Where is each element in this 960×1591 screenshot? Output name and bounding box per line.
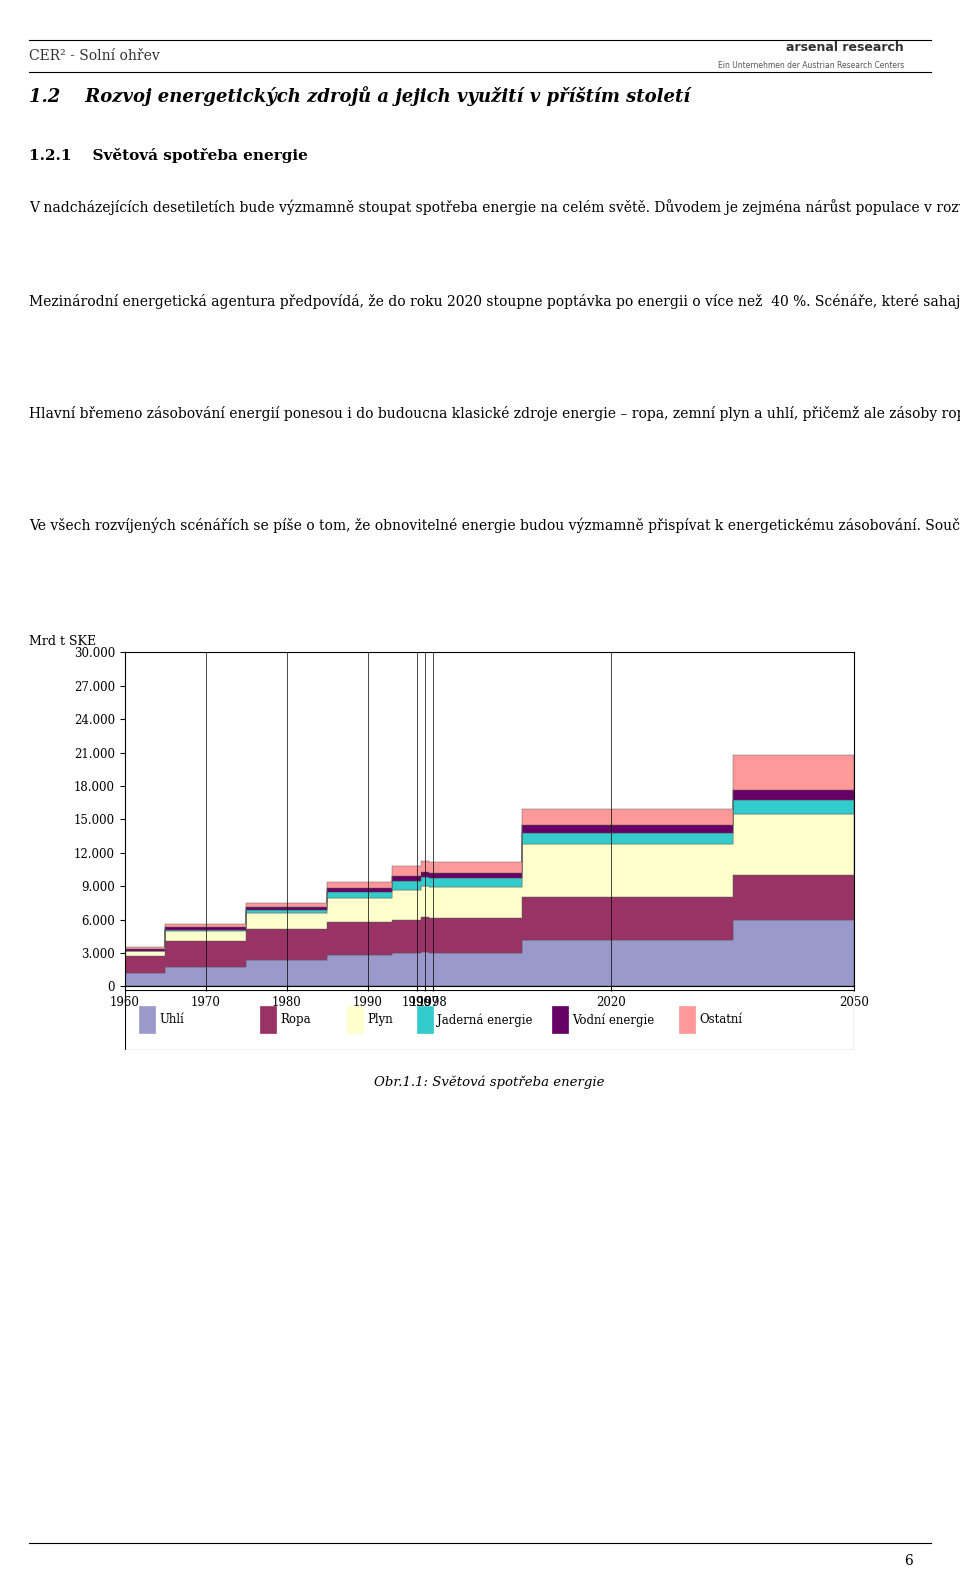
Text: Vodní energie: Vodní energie: [572, 1013, 655, 1026]
Text: Plyn: Plyn: [368, 1013, 394, 1026]
Text: Ein Unternehmen der Austrian Research Centers: Ein Unternehmen der Austrian Research Ce…: [718, 60, 904, 70]
Text: 6: 6: [904, 1554, 913, 1567]
Bar: [348, 1006, 364, 1033]
Text: Uhlí: Uhlí: [159, 1013, 184, 1026]
Text: CER² - Solní ohřev: CER² - Solní ohřev: [29, 49, 159, 62]
Text: V nadcházejících desetiletích bude výzmamně stoupat spotřeba energie na celém sv: V nadcházejících desetiletích bude výzma…: [29, 199, 960, 215]
Text: arsenal research: arsenal research: [786, 41, 904, 54]
Text: 1.2.1    Světová spotřeba energie: 1.2.1 Světová spotřeba energie: [29, 148, 307, 162]
Bar: [260, 1006, 276, 1033]
Text: Obr.1.1: Světová spotřeba energie: Obr.1.1: Světová spotřeba energie: [374, 1076, 605, 1088]
Bar: [139, 1006, 156, 1033]
Text: Hlavní břemeno zásobování energií ponesou i do budoucna klasické zdroje energie : Hlavní břemeno zásobování energií poneso…: [29, 406, 960, 420]
Bar: [680, 1006, 695, 1033]
Bar: [417, 1006, 433, 1033]
Bar: [552, 1006, 567, 1033]
Text: Ve všech rozvíjených scénářích se píše o tom, že obnovitelné energie budou výzma: Ve všech rozvíjených scénářích se píše o…: [29, 517, 960, 533]
Text: Mezinárodní energetická agentura předpovídá, že do roku 2020 stoupne poptávka po: Mezinárodní energetická agentura předpov…: [29, 294, 960, 309]
Text: Ropa: Ropa: [280, 1013, 311, 1026]
Text: Mrd t SKE: Mrd t SKE: [29, 635, 96, 648]
Text: 1.2    Rozvoj energetických zdrojů a jejich využití v příštím století: 1.2 Rozvoj energetických zdrojů a jejich…: [29, 86, 690, 107]
Text: Ostatní: Ostatní: [700, 1013, 743, 1026]
Text: Jaderná energie: Jaderná energie: [437, 1013, 533, 1026]
